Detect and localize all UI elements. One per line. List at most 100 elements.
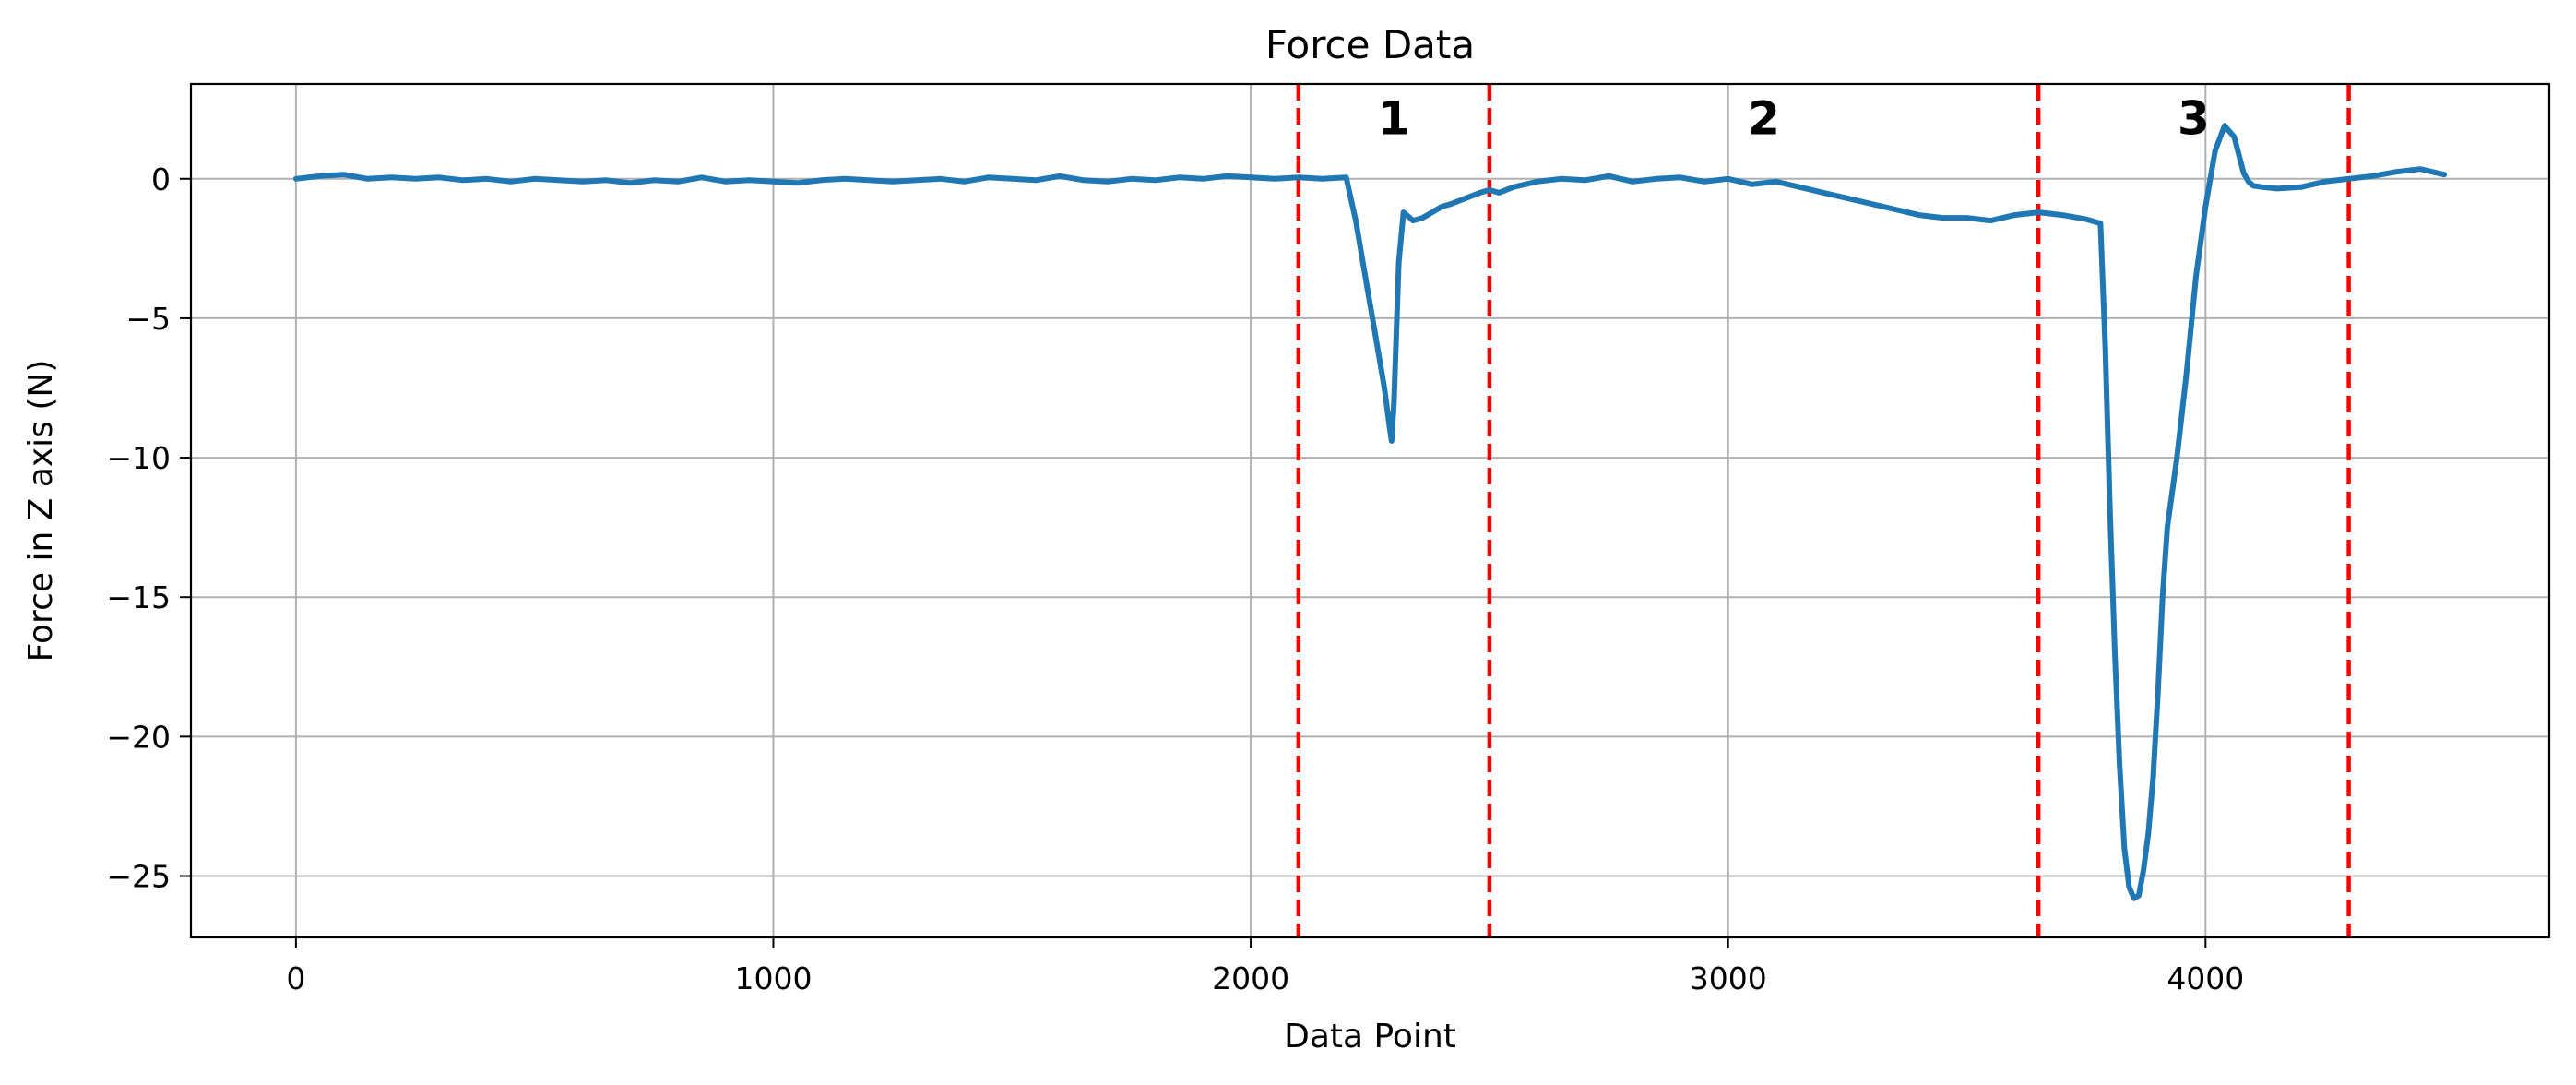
force-data-point [1750, 182, 1755, 187]
series-group [292, 123, 2448, 901]
x-axis-ticks: 0 1000 2000 3000 4000 [286, 937, 2244, 996]
y-axis-ticks: 0 −5 −10 −15 −20 −25 [106, 161, 191, 894]
force-data-point [1200, 176, 1205, 182]
y-tick-label: 0 [151, 161, 171, 197]
y-tick-label: −20 [106, 719, 171, 755]
force-data-point [1439, 204, 1444, 209]
force-data-point [2274, 185, 2280, 191]
y-tick-label: −10 [106, 440, 171, 476]
force-data-point [2117, 762, 2122, 768]
force-data-point [1153, 177, 1158, 183]
y-axis-title: Force in Z axis (N) [22, 360, 60, 662]
force-data-point [579, 179, 586, 185]
force-data-point [1463, 196, 1468, 201]
force-data-point [2393, 169, 2399, 174]
force-data-point [1448, 201, 1454, 207]
force-data-point [2112, 650, 2118, 656]
force-data-point [938, 176, 944, 182]
force-data-point [1176, 174, 1182, 180]
force-data-point [1558, 176, 1564, 182]
force-data-point [2160, 594, 2166, 600]
force-data-point [2193, 274, 2199, 280]
force-data-point [2103, 343, 2108, 349]
force-data-point [1296, 174, 1301, 180]
force-data-point [2346, 176, 2352, 182]
force-data-point [2184, 371, 2190, 376]
force-data-point [1272, 176, 1277, 182]
force-data-point [723, 179, 729, 185]
force-data-point [1386, 422, 1392, 427]
force-data-point [2322, 179, 2328, 185]
force-data-point [1496, 190, 1502, 196]
force-data-point [699, 174, 705, 180]
force-data-point [1129, 176, 1134, 182]
x-tick-label: 2000 [1212, 960, 1289, 996]
force-data-point [747, 177, 753, 183]
x-tick-label: 4000 [2166, 960, 2244, 996]
force-data-point [2150, 776, 2155, 781]
plot-frame [189, 82, 2551, 939]
force-data-point [2231, 134, 2237, 139]
force-data-point [770, 179, 777, 185]
force-data-point [436, 174, 442, 180]
force-data-point [532, 176, 538, 182]
x-tick-label: 0 [286, 960, 305, 996]
force-data-point [293, 176, 299, 182]
force-data-point [1081, 177, 1086, 183]
force-data-point [2060, 212, 2065, 218]
force-data-point [1391, 399, 1396, 405]
force-data-point [1702, 179, 1707, 185]
chart-title: Force Data [1265, 22, 1475, 67]
force-data-point [1797, 185, 1802, 190]
force-data-point [484, 176, 490, 182]
force-data-point [1869, 201, 1874, 207]
force-data-point [1224, 173, 1229, 179]
force-data-point [1410, 218, 1416, 223]
region-labels: 1 2 3 [1378, 91, 2210, 145]
force-data-point [2097, 221, 2103, 226]
force-data-point [1821, 190, 1826, 196]
force-data-point [2126, 885, 2132, 890]
x-tick-label: 1000 [734, 960, 812, 996]
force-data-point [2241, 171, 2247, 176]
force-data-point [1344, 174, 1349, 180]
force-data-point [1362, 274, 1368, 280]
force-data-point [508, 179, 514, 185]
force-series-line [292, 123, 2448, 901]
force-data-point [1396, 259, 1402, 266]
force-data-point [1535, 179, 1540, 185]
force-data-point [1582, 177, 1587, 183]
force-data-point [2298, 185, 2304, 190]
force-data-point [914, 177, 920, 183]
force-data-point [1057, 173, 1062, 179]
force-data-point [603, 177, 609, 183]
force-data-point [2107, 510, 2113, 517]
force-data-point [412, 176, 418, 182]
force-data-point [675, 179, 681, 185]
force-data-point [2222, 123, 2227, 128]
force-data-point [1009, 176, 1015, 182]
force-data-point [364, 176, 371, 182]
force-data-point [985, 174, 991, 180]
force-data-point [2121, 845, 2127, 851]
force-data-point [2174, 455, 2179, 460]
force-data-point [2155, 692, 2161, 698]
force-data-point [2260, 185, 2265, 190]
force-data-point [460, 177, 466, 183]
force-data-point [1845, 196, 1850, 201]
force-data-point [2012, 212, 2017, 218]
force-data-point [317, 173, 323, 179]
force-data-point [890, 179, 896, 185]
force-data-point [556, 177, 562, 183]
force-data-point [1654, 176, 1659, 182]
force-data-point [1478, 190, 1483, 196]
force-data-point [866, 177, 872, 183]
region-dividers [1296, 84, 2351, 937]
force-data-point [1917, 212, 1922, 218]
force-data-point [2369, 173, 2376, 179]
force-data-point [2141, 867, 2146, 874]
force-data-point [1105, 179, 1110, 185]
force-data-point [2036, 209, 2041, 215]
force-data-point [2083, 217, 2089, 222]
region-label-2: 2 [1748, 91, 1780, 145]
